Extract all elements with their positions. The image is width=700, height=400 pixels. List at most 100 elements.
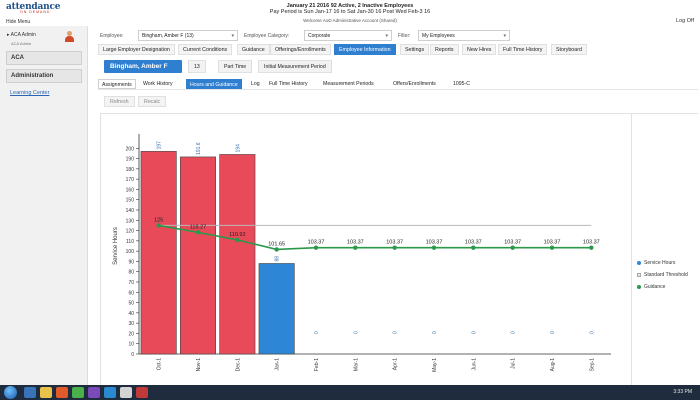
y-tick-label: 0 <box>131 352 134 358</box>
employee-label: Employee: <box>100 33 124 39</box>
sidebar-section-aca[interactable]: ACA <box>6 51 82 65</box>
app-logo[interactable]: attendance ON DEMAND <box>6 3 60 15</box>
app-icon[interactable] <box>88 387 100 398</box>
tab-reports[interactable]: Reports <box>430 44 459 55</box>
guidance-value-label: 103.37 <box>426 240 443 246</box>
guidance-point <box>195 230 201 235</box>
guidance-point <box>156 223 161 228</box>
tab-full-time-history-sub[interactable]: Full Time History <box>269 81 308 87</box>
chart-legend: Service Hours Standard Threshold Guidanc… <box>631 114 699 399</box>
filter-select[interactable]: My Employees ▾ <box>418 30 510 41</box>
refresh-button[interactable]: Refresh <box>104 96 135 107</box>
app-icon[interactable] <box>136 387 148 398</box>
x-tick-label: May-1 <box>432 358 438 372</box>
bar-value-label: 0 <box>511 331 517 334</box>
tab-work-history[interactable]: Work History <box>143 81 173 87</box>
os-taskbar: 3:33 PM <box>0 385 700 400</box>
hide-menu-link[interactable]: Hide Menu <box>6 19 31 25</box>
x-tick-label: Dec-1 <box>235 358 241 372</box>
x-tick-label: Jul-1 <box>511 358 517 369</box>
category-select[interactable]: Corporate ▾ <box>304 30 392 41</box>
tab-hours-and-guidance[interactable]: Hours and Guidance <box>186 79 242 89</box>
welcome-text: Welcome AoD Administrative Account (Shar… <box>303 18 397 23</box>
user-caret-icon: ▸ <box>7 32 11 38</box>
folder-icon[interactable] <box>40 387 52 398</box>
tab-large-employer-designation[interactable]: Large Employer Designation <box>98 44 175 55</box>
status-line-2: Pay Period is Sun Jan-17 16 to Sat Jan-3… <box>269 9 431 15</box>
employee-id: 13 <box>188 60 206 73</box>
legend-guidance[interactable]: Guidance <box>637 284 665 290</box>
employee-summary-bar: Bingham, Amber F 13 Part Time Initial Me… <box>98 60 698 74</box>
avatar-icon <box>64 31 74 42</box>
sidebar-section-administration[interactable]: Administration <box>6 69 82 83</box>
bar-value-label: 0 <box>393 331 399 334</box>
guidance-value-label: 101.65 <box>268 241 285 247</box>
y-tick-label: 80 <box>128 270 134 276</box>
guidance-value-label: 103.37 <box>465 240 482 246</box>
tab-assignments[interactable]: Assignments <box>98 79 136 89</box>
tab-1095-c[interactable]: 1095-C <box>453 81 471 87</box>
guidance-point <box>274 247 279 252</box>
x-tick-label: Oct-1 <box>157 358 163 370</box>
tab-new-hires[interactable]: New Hires <box>462 44 497 55</box>
tab-settings[interactable]: Settings <box>400 44 430 55</box>
employee-select[interactable]: Bingham, Amber F (13) ▾ <box>138 30 238 41</box>
bar-service-hours <box>219 154 256 355</box>
sidebar: ▸ ACA Admin ACA Admin ACA Administration… <box>0 26 88 400</box>
main-tabs: Large Employer Designation Current Condi… <box>98 44 698 56</box>
legend-standard-threshold[interactable]: Standard Threshold <box>637 272 688 278</box>
media-icon[interactable] <box>56 387 68 398</box>
tab-log[interactable]: Log <box>251 81 260 87</box>
x-tick-label: Nov-1 <box>196 358 202 372</box>
bar-value-label: 88 <box>275 256 281 262</box>
filter-select-value: My Employees <box>422 33 455 39</box>
logo-text: attendance <box>6 2 61 12</box>
chevron-down-icon: ▾ <box>503 33 506 39</box>
start-button-icon[interactable] <box>4 386 17 399</box>
employee-status: Part Time <box>218 60 253 73</box>
guidance-point <box>549 245 555 250</box>
x-tick-label: Jan-1 <box>275 358 281 371</box>
x-tick-label: Sep-1 <box>589 358 595 372</box>
tab-measurement-periods[interactable]: Measurement Periods <box>323 81 374 87</box>
tab-storyboard[interactable]: Storyboard <box>551 44 587 55</box>
legend-dot-icon <box>637 260 641 265</box>
y-tick-label: 140 <box>126 208 135 214</box>
guidance-point <box>235 237 240 243</box>
bar-value-label: 191.6 <box>196 142 202 155</box>
logo-subtext: ON DEMAND <box>20 10 51 14</box>
logoff-link[interactable]: Log Off <box>676 18 694 24</box>
bar-value-label: 0 <box>432 331 438 334</box>
bar-value-label: 0 <box>353 331 359 334</box>
outlook-icon[interactable] <box>104 387 116 398</box>
guidance-point <box>589 245 594 250</box>
chrome-icon[interactable] <box>72 387 84 398</box>
tab-guidance[interactable]: Guidance <box>237 44 270 55</box>
employee-select-value: Bingham, Amber F (13) <box>142 33 194 39</box>
guidance-value-label: 103.37 <box>308 240 325 246</box>
learning-center-link[interactable]: Learning Center <box>10 90 50 96</box>
tab-current-conditions[interactable]: Current Conditions <box>178 44 233 55</box>
ie-icon[interactable] <box>24 387 36 398</box>
tab-employee-information[interactable]: Employee Information <box>334 44 396 55</box>
sub-tabs: Assignments Work History Hours and Guida… <box>98 79 698 90</box>
y-tick-label: 10 <box>128 342 134 348</box>
y-tick-label: 170 <box>126 177 135 183</box>
tab-offerings-enrollments[interactable]: Offerings/Enrollments <box>270 44 331 55</box>
guidance-point <box>471 245 476 250</box>
bar-value-label: 194 <box>235 144 241 153</box>
tab-offers-enrollments[interactable]: Offers/Enrollments <box>393 81 436 87</box>
guidance-value-label: 118.27 <box>190 224 206 230</box>
legend-dot-icon <box>637 284 641 289</box>
y-tick-label: 200 <box>126 146 135 152</box>
bar-service-hours <box>140 151 177 355</box>
legend-service-hours-label: Service Hours <box>644 260 676 266</box>
app-icon[interactable] <box>120 387 132 398</box>
x-tick-label: Jun-1 <box>471 358 477 371</box>
recalc-button[interactable]: Recalc <box>138 96 167 107</box>
legend-service-hours[interactable]: Service Hours <box>637 260 675 266</box>
guidance-value-label: 103.37 <box>583 240 600 246</box>
user-menu[interactable]: ▸ ACA Admin <box>7 32 36 38</box>
x-tick-label: Feb-1 <box>314 358 320 371</box>
tab-full-time-history[interactable]: Full Time History <box>498 44 548 55</box>
